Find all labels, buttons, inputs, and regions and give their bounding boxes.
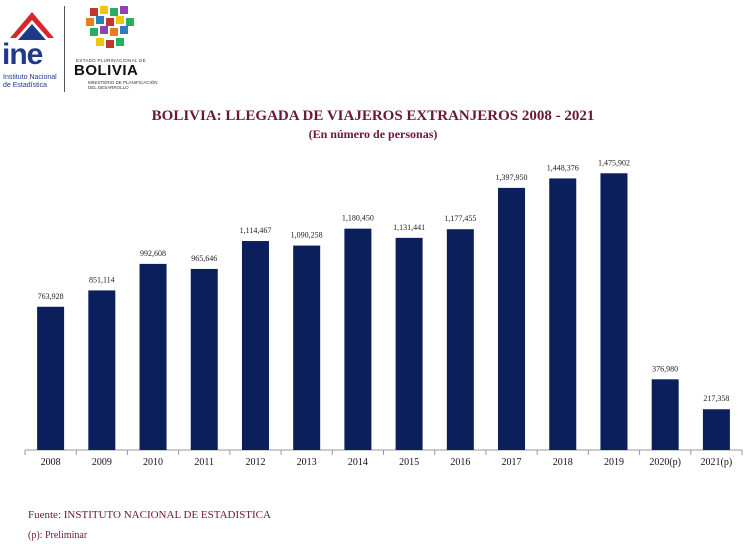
ine-brand: ine [2, 38, 43, 71]
category-label-2013: 2013 [297, 457, 317, 468]
gov-country-label: BOLIVIA [74, 62, 139, 79]
bar-2015 [395, 237, 423, 450]
category-label-2011: 2011 [194, 457, 214, 468]
bar-2016 [446, 229, 474, 450]
gov-ministry-label: MINISTERIO DE PLANIFICACIÓN DEL DESARROL… [88, 80, 158, 90]
bar-2020(p) [651, 379, 679, 450]
value-label-2017: 1,397,950 [496, 173, 528, 182]
category-label-2014: 2014 [348, 457, 368, 468]
bar-2011 [190, 268, 218, 450]
logo-divider [64, 6, 65, 92]
value-label-2019: 1,475,902 [598, 158, 630, 167]
category-label-2009: 2009 [92, 457, 112, 468]
category-label-2017: 2017 [502, 457, 522, 468]
category-label-2020(p): 2020(p) [649, 457, 681, 468]
value-label-2011: 965,646 [191, 254, 217, 263]
bar-chart: 763,928 2008 851,114 2009 992,608 2010 965,646… [24, 158, 743, 468]
bar-2008 [37, 306, 65, 450]
value-label-2016: 1,177,455 [444, 214, 476, 223]
bar-2013 [293, 245, 321, 450]
value-label-2015: 1,131,441 [393, 223, 425, 232]
bar-2018 [549, 178, 577, 450]
bar-2009 [88, 290, 116, 450]
value-label-2021(p): 217,358 [703, 394, 729, 403]
value-label-2020(p): 376,980 [652, 364, 678, 373]
value-label-2009: 851,114 [89, 275, 115, 284]
category-label-2021(p): 2021(p) [701, 457, 733, 468]
value-label-2013: 1,090,258 [291, 231, 323, 240]
value-label-2008: 763,928 [38, 292, 64, 301]
bar-2019 [600, 173, 628, 450]
bar-2017 [498, 187, 526, 450]
value-label-2014: 1,180,450 [342, 214, 374, 223]
bar-2010 [139, 263, 167, 450]
bar-2012 [241, 241, 269, 450]
category-label-2018: 2018 [553, 457, 573, 468]
source-note: Fuente: INSTITUTO NACIONAL DE ESTADISTIC… [28, 509, 271, 521]
category-label-2019: 2019 [604, 457, 624, 468]
ine-logo-icon [10, 12, 54, 40]
header: ine Instituto Nacional de Estadística ES… [0, 0, 746, 100]
ine-subtitle: Instituto Nacional de Estadística [3, 74, 57, 89]
category-label-2008: 2008 [41, 457, 61, 468]
value-label-2012: 1,114,467 [240, 226, 272, 235]
chart-title: BOLIVIA: LLEGADA DE VIAJEROS EXTRANJEROS… [151, 108, 595, 124]
gov-state-label: ESTADO PLURINACIONAL DE [76, 58, 146, 63]
category-label-2015: 2015 [399, 457, 419, 468]
bolivia-emblem-icon [86, 6, 134, 48]
category-label-2012: 2012 [245, 457, 265, 468]
value-label-2018: 1,448,376 [547, 163, 579, 172]
category-label-2016: 2016 [450, 457, 470, 468]
category-label-2010: 2010 [143, 457, 163, 468]
bar-2014 [344, 228, 372, 450]
value-label-2010: 992,608 [140, 249, 166, 258]
bar-2021(p) [702, 409, 730, 450]
chart-subtitle: (En número de personas) [308, 127, 438, 141]
preliminary-note: (p): Preliminar [28, 530, 88, 541]
